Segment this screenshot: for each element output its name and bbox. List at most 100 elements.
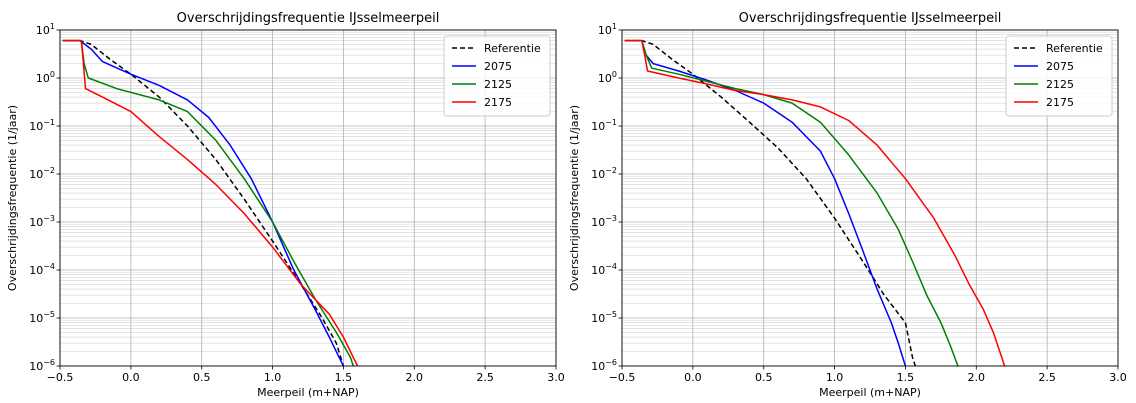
- x-axis: −0.5 0.0 0.5 1.0 1.5 2.0 2.5 3.0: [609, 366, 1127, 384]
- x-tick-label: 0.5: [755, 371, 773, 384]
- y-tick-base: 10: [29, 312, 43, 325]
- legend-label: Referentie: [484, 42, 541, 55]
- legend-label: 2075: [484, 60, 512, 73]
- legend-label: 2175: [484, 96, 512, 109]
- series-line-2075: [62, 39, 345, 366]
- y-tick-label: 10−1: [591, 118, 617, 133]
- legend-label: 2075: [1046, 60, 1074, 73]
- x-tick-label: 1.0: [826, 371, 844, 384]
- y-tick-label: 10−4: [591, 262, 617, 277]
- y-tick-exponent: −2: [605, 166, 617, 175]
- y-tick-base: 10: [598, 72, 612, 85]
- series-line-2125: [624, 39, 959, 366]
- x-tick-label: −0.5: [47, 371, 74, 384]
- x-tick-label: 0.0: [684, 371, 702, 384]
- axes-frame: [59, 29, 557, 367]
- legend-label: 2125: [1046, 78, 1074, 91]
- y-tick-label: 10−3: [29, 214, 55, 229]
- x-tick-label: 1.5: [897, 371, 915, 384]
- x-tick-label: 0.5: [193, 371, 211, 384]
- y-tick-label: 10−4: [29, 262, 55, 277]
- y-tick-base: 10: [591, 360, 605, 373]
- y-tick-exponent: −4: [43, 262, 55, 271]
- y-tick-exponent: −1: [43, 118, 55, 127]
- y-tick-exponent: 0: [612, 70, 617, 79]
- legend: Referentie 2075 2125 2175: [443, 35, 551, 117]
- legend: Referentie 2075 2125 2175: [1005, 35, 1113, 117]
- series-line-2175: [62, 39, 359, 366]
- x-tick-label: 0.0: [122, 371, 140, 384]
- y-tick-exponent: −4: [605, 262, 617, 271]
- y-tick-label: 10−2: [591, 166, 617, 181]
- y-tick-label: 10−2: [29, 166, 55, 181]
- legend-label: Referentie: [1046, 42, 1103, 55]
- legend-box: [1005, 35, 1113, 117]
- x-tick-label: 1.5: [335, 371, 353, 384]
- x-tick-label: 2.0: [406, 371, 424, 384]
- y-tick-exponent: −6: [43, 358, 55, 367]
- y-tick-label: 100: [36, 70, 55, 85]
- y-tick-label: 10−5: [591, 310, 617, 325]
- y-tick-exponent: −5: [43, 310, 55, 319]
- series-line-2125: [62, 39, 355, 366]
- y-tick-exponent: −3: [605, 214, 617, 223]
- y-tick-label: 101: [598, 22, 617, 37]
- y-tick-label: 10−1: [29, 118, 55, 133]
- y-tick-exponent: −6: [605, 358, 617, 367]
- y-axis-label: Overschrijdingsfrequentie (1/jaar): [6, 105, 19, 291]
- legend-label: 2125: [484, 78, 512, 91]
- y-tick-label: 10−5: [29, 310, 55, 325]
- y-tick-exponent: −3: [43, 214, 55, 223]
- y-tick-base: 10: [29, 264, 43, 277]
- y-tick-base: 10: [591, 120, 605, 133]
- y-tick-exponent: 1: [50, 22, 55, 31]
- y-tick-exponent: −2: [43, 166, 55, 175]
- y-tick-base: 10: [29, 216, 43, 229]
- y-tick-base: 10: [591, 168, 605, 181]
- x-tick-label: 2.5: [476, 371, 494, 384]
- y-tick-base: 10: [29, 120, 43, 133]
- series-lines: [62, 39, 359, 366]
- y-axis-label: Overschrijdingsfrequentie (1/jaar): [568, 105, 581, 291]
- y-tick-base: 10: [36, 72, 50, 85]
- series-line-referentie: [62, 39, 345, 366]
- y-tick-label: 101: [36, 22, 55, 37]
- y-tick-exponent: 1: [612, 22, 617, 31]
- y-tick-label: 10−6: [29, 358, 55, 373]
- y-tick-base: 10: [591, 216, 605, 229]
- chart-2: −0.5 0.0 0.5 1.0 1.5 2.0 2.5 3.010110010−110−21…: [568, 11, 1127, 399]
- x-axis: −0.5 0.0 0.5 1.0 1.5 2.0 2.5 3.0: [47, 366, 565, 384]
- legend-box: [443, 35, 551, 117]
- x-tick-label: 3.0: [1109, 371, 1127, 384]
- x-tick-label: 3.0: [547, 371, 565, 384]
- chart-title: Overschrijdingsfrequentie IJsselmeerpeil: [739, 11, 1002, 26]
- y-tick-label: 100: [598, 70, 617, 85]
- axes-frame: [621, 29, 1119, 367]
- y-tick-base: 10: [591, 312, 605, 325]
- gridlines: [621, 29, 1119, 367]
- y-tick-base: 10: [36, 24, 50, 37]
- y-tick-exponent: −1: [605, 118, 617, 127]
- chart-1: −0.5 0.0 0.5 1.0 1.5 2.0 2.5 3.010110010−110−21…: [6, 11, 565, 399]
- x-axis-label: Meerpeil (m+NAP): [257, 386, 359, 399]
- series-line-referentie: [624, 39, 917, 366]
- chart-title: Overschrijdingsfrequentie IJsselmeerpeil: [177, 11, 440, 26]
- y-tick-exponent: −5: [605, 310, 617, 319]
- y-tick-base: 10: [29, 168, 43, 181]
- legend-label: 2175: [1046, 96, 1074, 109]
- series-lines: [624, 39, 1006, 366]
- x-tick-label: 2.5: [1038, 371, 1056, 384]
- y-tick-label: 10−6: [591, 358, 617, 373]
- y-tick-label: 10−3: [591, 214, 617, 229]
- y-tick-base: 10: [29, 360, 43, 373]
- y-tick-exponent: 0: [50, 70, 55, 79]
- y-tick-base: 10: [591, 264, 605, 277]
- series-line-2075: [624, 39, 907, 366]
- series-line-2175: [624, 39, 1006, 366]
- y-tick-base: 10: [598, 24, 612, 37]
- x-tick-label: 1.0: [264, 371, 282, 384]
- x-tick-label: −0.5: [609, 371, 636, 384]
